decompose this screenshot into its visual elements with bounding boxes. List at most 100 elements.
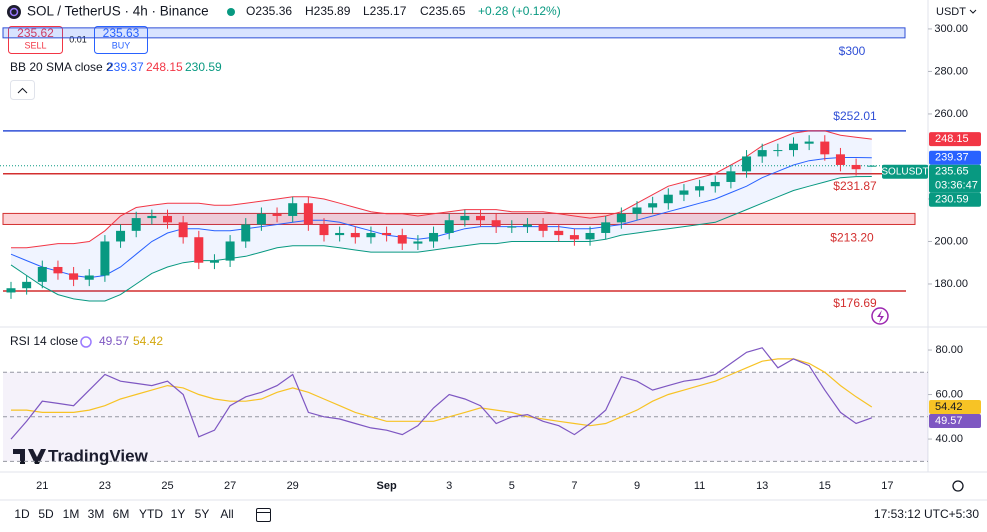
- band-line: [10, 157, 872, 279]
- collapse-button[interactable]: [10, 80, 35, 100]
- axis-value-label: 54.42: [935, 401, 963, 413]
- axis-value-box: [929, 399, 981, 414]
- countdown: 03:36:47: [935, 180, 978, 192]
- buy-button[interactable]: [94, 26, 148, 54]
- zone-label: $300: [839, 44, 866, 58]
- candle-body: [773, 150, 783, 152]
- range-button[interactable]: 1D: [14, 507, 30, 521]
- symbol-title: SOL / TetherUS · 4h · Binance: [27, 4, 209, 19]
- ohlc-change: +0.28 (+0.12%): [478, 4, 561, 18]
- price-zone: [2, 212, 916, 225]
- symbol-tag-label: SOLUSDT: [881, 166, 928, 177]
- collapse-icon[interactable]: [17, 87, 28, 94]
- candle-body: [648, 203, 658, 208]
- spread: 0.01: [69, 34, 87, 44]
- range-button[interactable]: All: [220, 507, 233, 521]
- rsi-legend-title: RSI 14 close: [10, 334, 78, 348]
- candle-body: [22, 281, 32, 289]
- clock: 17:53:12 UTC+5:30: [874, 507, 979, 521]
- rsi-legend-value: 54.42: [133, 334, 163, 348]
- sell-button[interactable]: [8, 26, 63, 54]
- candle-body: [147, 215, 157, 219]
- candle-body: [601, 222, 611, 233]
- candle-body: [53, 266, 63, 274]
- alert-icon[interactable]: [871, 307, 889, 325]
- axis-value-label: 248.15: [935, 133, 969, 145]
- candle-body: [710, 181, 720, 187]
- candle-body: [272, 213, 282, 216]
- symbol-logo-mark: [9, 7, 19, 17]
- brand-name: TradingView: [48, 446, 149, 465]
- range-button[interactable]: YTD: [139, 507, 163, 521]
- range-button[interactable]: 6M: [113, 507, 130, 521]
- x-tick-label: Sep: [377, 480, 397, 492]
- buy-price[interactable]: 235.63: [103, 26, 140, 40]
- candle-body: [835, 154, 845, 165]
- candle-body: [789, 143, 798, 151]
- candle-body: [491, 220, 501, 227]
- y-tick-label: 300.00: [934, 23, 968, 35]
- x-tick-label: 3: [446, 480, 452, 492]
- market-status: [227, 8, 235, 16]
- axis-value-label: 235.65: [935, 166, 969, 178]
- currency[interactable]: USDT: [936, 6, 966, 18]
- axis-value-box: [929, 192, 981, 207]
- ohlc-low: L235.17: [363, 4, 407, 18]
- bb-legend-title: BB 20 SMA close 2: [10, 60, 113, 74]
- sell-price[interactable]: 235.62: [17, 26, 54, 40]
- y-tick-label: 180.00: [934, 278, 968, 290]
- candle-body: [178, 222, 188, 238]
- sell-label[interactable]: SELL: [24, 40, 46, 50]
- x-tick-label: 7: [571, 480, 577, 492]
- candle-body: [742, 156, 752, 172]
- y-tick-label: 200.00: [934, 235, 968, 247]
- candle-body: [632, 207, 642, 214]
- x-tick-label: 27: [224, 480, 236, 492]
- candle-body: [679, 190, 689, 195]
- alert-bolt[interactable]: [877, 310, 884, 323]
- candle-body: [382, 232, 392, 236]
- rsi-line: [11, 358, 873, 427]
- bb-legend-value: 239.37: [107, 60, 144, 74]
- candle-body: [37, 266, 47, 282]
- axis-value-label: 49.57: [935, 415, 963, 427]
- candle-body: [350, 232, 360, 238]
- zone-label: $213.20: [830, 231, 874, 245]
- candle-body: [867, 165, 877, 167]
- candle-body: [476, 215, 485, 221]
- range-button[interactable]: 3M: [88, 507, 105, 521]
- candle-body: [366, 232, 376, 238]
- brand-logo: [13, 449, 46, 464]
- range-button[interactable]: 1Y: [171, 507, 186, 521]
- candle-body: [69, 273, 79, 280]
- candle-body: [522, 224, 532, 227]
- calendar-icon[interactable]: [256, 508, 271, 522]
- candle-body: [663, 194, 673, 204]
- rsi-legend-value: 49.57: [99, 334, 129, 348]
- currency-dropdown[interactable]: [969, 9, 977, 14]
- candle-body: [256, 213, 266, 225]
- candle-body: [460, 215, 470, 221]
- x-tick-label: 25: [161, 480, 173, 492]
- range-button[interactable]: 5D: [38, 507, 54, 521]
- settings-icon[interactable]: [952, 480, 964, 492]
- candle-body: [569, 235, 579, 240]
- buy-label[interactable]: BUY: [112, 40, 131, 50]
- candle-body: [209, 260, 219, 263]
- ohlc-high: H235.89: [305, 4, 351, 18]
- candle-body: [757, 150, 767, 157]
- candle-body: [6, 288, 16, 293]
- candle-body: [413, 241, 423, 244]
- range-button[interactable]: 5Y: [195, 507, 210, 521]
- candle-body: [288, 203, 298, 216]
- x-tick-label: 15: [819, 480, 831, 492]
- symbol-logo: [7, 5, 21, 19]
- candle-body: [585, 232, 595, 240]
- candle-body: [554, 230, 564, 236]
- candle-body: [804, 141, 814, 144]
- axis-value-box: [929, 132, 981, 147]
- range-button[interactable]: 1M: [63, 507, 80, 521]
- band-line: [11, 130, 872, 249]
- price-zone: [2, 27, 906, 39]
